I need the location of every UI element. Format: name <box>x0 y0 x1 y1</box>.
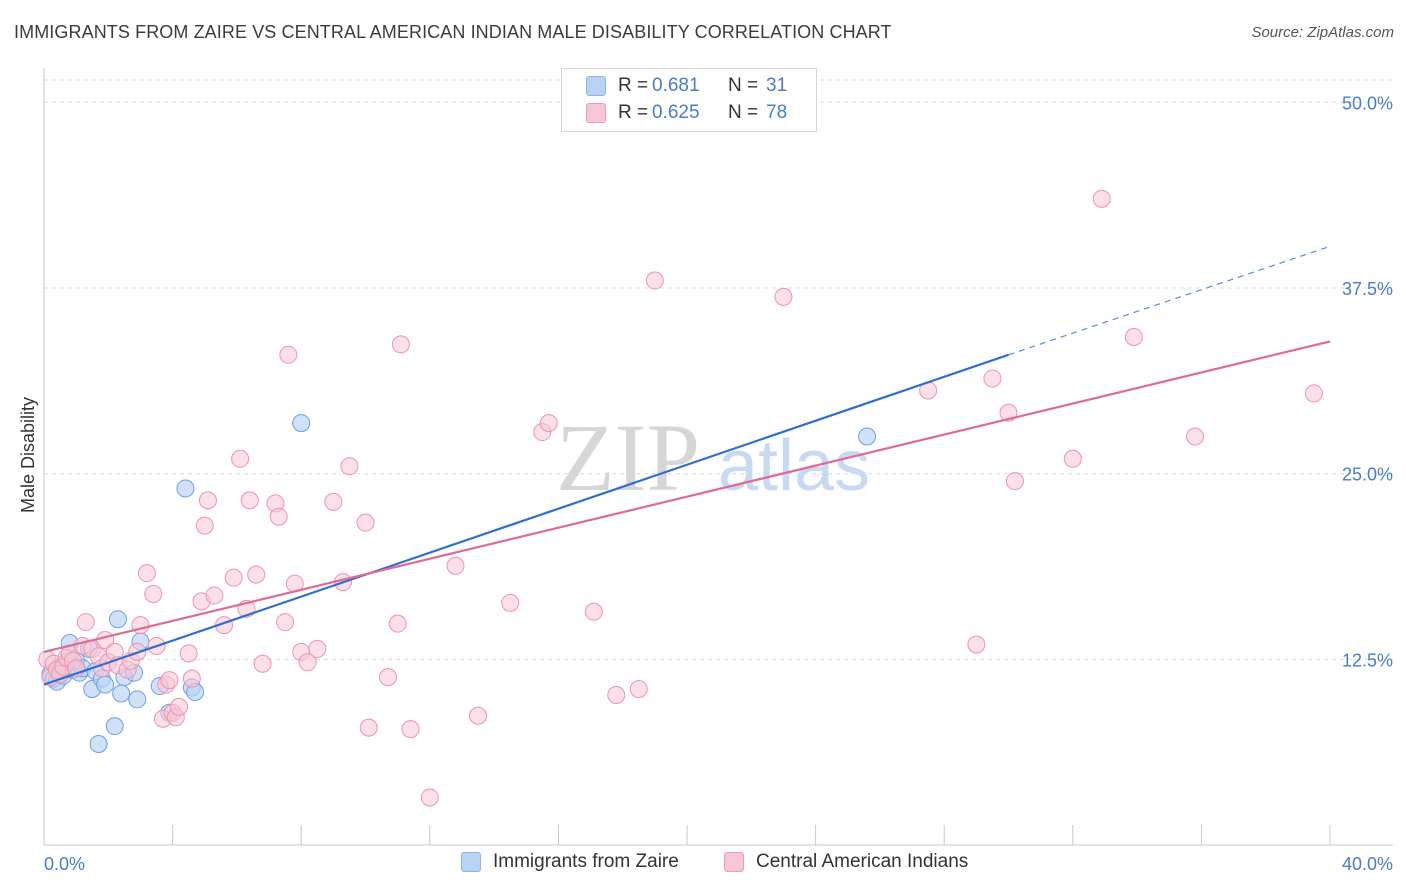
central-american-point <box>247 565 266 584</box>
central-american-point <box>391 335 410 354</box>
central-american-point <box>279 345 298 364</box>
zaire-point <box>858 427 877 446</box>
central-american-swatch <box>586 103 606 123</box>
central-american-point <box>1092 189 1111 208</box>
central-american-point <box>195 516 214 535</box>
central-american-point <box>182 669 201 688</box>
central-american-point <box>356 513 375 532</box>
zaire-point <box>292 414 311 433</box>
zaire-point <box>105 717 124 736</box>
chart-title: IMMIGRANTS FROM ZAIRE VS CENTRAL AMERICA… <box>14 22 892 42</box>
central-american-point <box>539 414 558 433</box>
central-american-point <box>298 653 317 672</box>
legend-label-zaire: Immigrants from Zaire <box>493 851 679 872</box>
central-american-point <box>420 788 439 807</box>
zaire-swatch <box>461 852 481 872</box>
n-label: N = <box>728 102 759 123</box>
central-american-trend-line <box>43 340 1331 653</box>
legend-item-zaire[interactable]: Immigrants from Zaire <box>461 851 679 873</box>
y-tick-label: 25.0% <box>1342 465 1393 485</box>
central-american-point <box>359 718 378 737</box>
central-american-point <box>240 491 259 510</box>
y-tick-label: 50.0% <box>1342 93 1393 113</box>
stats-legend-row-zaire: R = 0.681 N = 31 <box>586 73 787 99</box>
watermark-atlas: atlas <box>718 426 870 506</box>
zaire-trend-line <box>43 353 1009 686</box>
central-american-point <box>269 507 288 526</box>
grid-lines <box>44 79 1393 660</box>
source-label: Source: ZipAtlas.com <box>1251 24 1394 41</box>
central-american-point <box>137 564 156 583</box>
central-american-point <box>1005 472 1024 491</box>
series-central-american-points <box>38 189 1323 807</box>
central-american-point <box>388 614 407 633</box>
zaire-point <box>176 479 195 498</box>
y-axis-label: Male Disability <box>18 397 38 513</box>
zaire-swatch <box>586 76 606 96</box>
central-american-point <box>308 639 327 658</box>
central-american-point <box>76 613 95 632</box>
central-american-point <box>1304 384 1323 403</box>
central-american-point <box>584 602 603 621</box>
r-value: 0.625 <box>652 102 700 123</box>
watermark-zip: ZIP <box>556 404 700 511</box>
central-american-point <box>469 706 488 725</box>
n-value: 31 <box>766 75 788 96</box>
stats-legend: R = 0.681 N = 31 R = 0.625 N = 78 <box>561 68 817 132</box>
central-american-point <box>1124 327 1143 346</box>
tick-labels: 12.5% 25.0% 37.5% 50.0% 0.0% 40.0% <box>44 93 1393 874</box>
zaire-point <box>89 734 108 753</box>
central-american-point <box>253 654 272 673</box>
central-american-point <box>774 287 793 306</box>
y-tick-label: 12.5% <box>1342 650 1393 670</box>
r-label: R = <box>618 75 649 96</box>
central-american-point <box>144 584 163 603</box>
central-american-point <box>224 568 243 587</box>
central-american-point <box>1185 427 1204 446</box>
central-american-point <box>198 491 217 510</box>
axes <box>43 68 1393 846</box>
central-american-point <box>401 720 420 739</box>
central-american-point <box>983 369 1002 388</box>
central-american-point <box>607 685 626 704</box>
zaire-trend-extension <box>1008 245 1331 356</box>
trend-lines <box>43 245 1331 686</box>
central-american-point <box>231 449 250 468</box>
central-american-point <box>340 457 359 476</box>
central-american-point <box>645 271 664 290</box>
central-american-point <box>170 697 189 716</box>
central-american-point <box>967 635 986 654</box>
zaire-point <box>112 684 131 703</box>
n-label: N = <box>728 75 759 96</box>
central-american-point <box>1063 449 1082 468</box>
n-value: 78 <box>766 102 788 123</box>
central-american-point <box>276 613 295 632</box>
central-american-swatch <box>724 852 744 872</box>
central-american-point <box>205 586 224 605</box>
x-tick-label: 40.0% <box>1342 854 1393 874</box>
legend-label-central-american: Central American Indians <box>756 851 969 872</box>
central-american-point <box>446 556 465 575</box>
central-american-point <box>629 680 648 699</box>
zaire-point <box>128 690 147 709</box>
r-label: R = <box>618 102 649 123</box>
zaire-point <box>96 675 115 694</box>
stats-legend-row-central-american: R = 0.625 N = 78 <box>586 100 787 126</box>
x-tick-label: 0.0% <box>44 854 85 874</box>
central-american-point <box>501 593 520 612</box>
central-american-point <box>179 644 198 663</box>
legend-item-central-american[interactable]: Central American Indians <box>724 851 968 873</box>
zaire-point <box>108 610 127 629</box>
y-tick-label: 37.5% <box>1342 279 1393 299</box>
central-american-point <box>379 668 398 687</box>
r-value: 0.681 <box>652 75 700 96</box>
series-legend: Immigrants from Zaire Central American I… <box>0 851 1406 877</box>
central-american-point <box>324 492 343 511</box>
central-american-point <box>160 671 179 690</box>
